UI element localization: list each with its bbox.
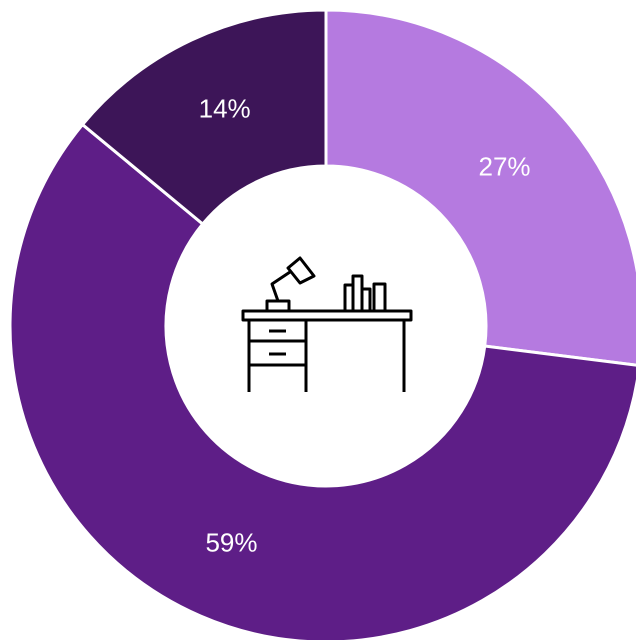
data-label: 59%: [205, 527, 257, 557]
donut-slice: [8, 122, 636, 640]
data-label: 27%: [479, 151, 531, 181]
desk-icon: [241, 256, 413, 392]
donut-slice: [80, 8, 328, 227]
slices: [8, 8, 636, 640]
donut-slice: [324, 8, 636, 367]
data-label: 14%: [199, 94, 251, 124]
